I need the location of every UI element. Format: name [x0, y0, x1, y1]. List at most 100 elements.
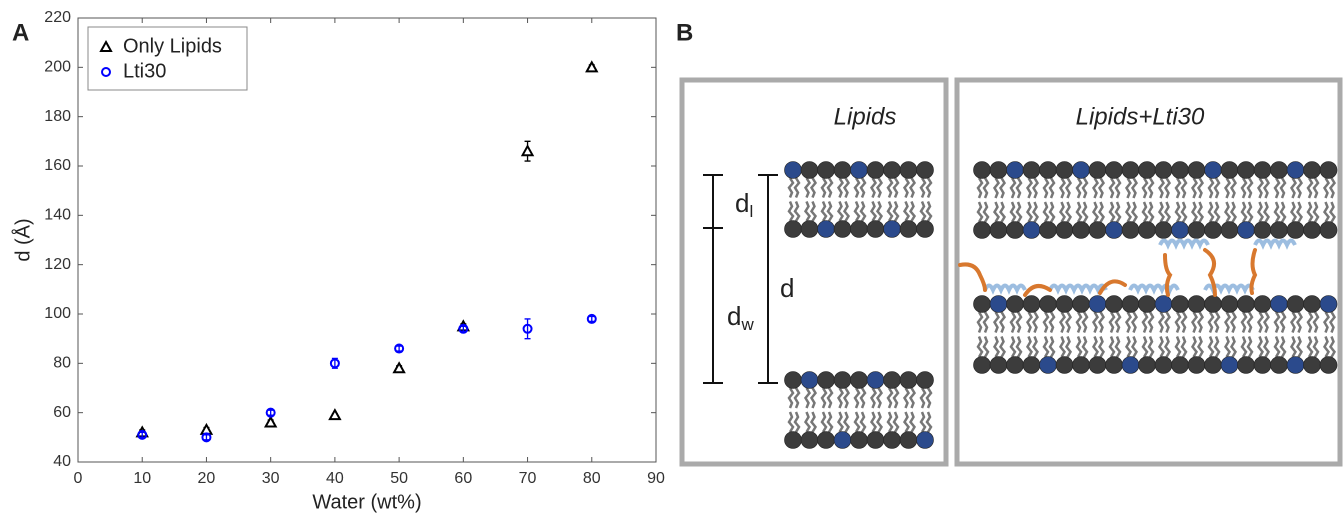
lipid-tail	[902, 387, 911, 409]
lipid-tail	[1273, 177, 1281, 199]
lipid-tail	[1213, 177, 1221, 199]
lipid-tail	[886, 201, 894, 222]
lipid-tail	[1114, 336, 1122, 358]
lipid-tail	[1075, 311, 1083, 333]
lipid-tail	[1031, 336, 1040, 358]
x-tick-label: 30	[262, 470, 280, 487]
lipid-head	[1220, 221, 1239, 239]
lipid-tail	[892, 387, 900, 409]
lipid-tail	[1256, 311, 1265, 333]
lipid-tail	[1306, 336, 1314, 358]
lipid-tail	[925, 387, 933, 409]
lipid-head	[1220, 161, 1239, 179]
lipid-tail	[820, 201, 828, 222]
x-tick-label: 40	[326, 470, 344, 487]
lipid-tail	[875, 177, 884, 198]
lipid-tail	[1108, 311, 1116, 333]
lipid-head	[916, 371, 934, 389]
lipid-tail	[998, 311, 1007, 333]
lipid-tail	[1262, 201, 1271, 223]
lipid-tail	[869, 177, 878, 198]
lipid-tail	[1256, 201, 1265, 223]
lipid-tail	[1015, 177, 1023, 199]
lipid-tail	[902, 177, 911, 198]
lipid-tail	[787, 177, 795, 198]
lipid-tail	[1025, 201, 1034, 223]
legend-label: Lti30	[123, 60, 166, 82]
lipid-tail	[842, 387, 851, 409]
lipid-tail	[1190, 311, 1199, 333]
lipid-head	[1154, 161, 1173, 179]
lipid-head	[1286, 161, 1305, 179]
lipid-tail	[1180, 311, 1188, 333]
lipid-head	[1319, 221, 1338, 239]
lipid-head	[899, 431, 918, 449]
lipid-tail	[982, 336, 990, 358]
lipid-head	[916, 431, 934, 449]
lipid-head	[1270, 295, 1288, 313]
lipid-tail	[1306, 177, 1314, 199]
lipid-head	[1088, 356, 1107, 374]
lipid-tail	[1262, 177, 1271, 199]
marker	[522, 323, 533, 334]
y-tick-label: 40	[53, 453, 71, 470]
y-tick-label: 220	[44, 9, 71, 26]
lipid-tail	[1174, 177, 1182, 199]
error-bar	[524, 318, 531, 340]
lipid-tail	[1141, 336, 1149, 358]
lipid-head	[1105, 356, 1123, 374]
lipid-tail	[803, 201, 812, 222]
lipid-head	[1072, 295, 1090, 313]
lipid-tail	[1256, 177, 1265, 199]
lipid-tail	[1147, 311, 1155, 333]
lipid-tail	[908, 201, 917, 222]
marker	[520, 144, 535, 157]
marker	[265, 407, 276, 418]
lipid-tail	[842, 201, 851, 222]
lipid-tail	[875, 387, 884, 409]
lipid-tail	[1240, 311, 1248, 333]
y-tick-label: 60	[53, 404, 71, 421]
lipid-tail	[1130, 177, 1139, 199]
x-tick-label: 10	[133, 470, 151, 487]
lipid-tail	[1246, 336, 1254, 358]
lipid-tail	[925, 177, 933, 198]
lipid-head	[784, 220, 802, 238]
error-bar	[267, 409, 274, 416]
lipid-tail	[1328, 201, 1337, 223]
plot-frame	[77, 17, 657, 463]
lipid-head	[1055, 295, 1074, 313]
lipid-head	[1039, 295, 1057, 313]
lipid-head	[1237, 295, 1255, 313]
lipid-tail	[1328, 177, 1337, 199]
lipid-tail	[1312, 201, 1320, 223]
lipid-tail	[925, 411, 933, 433]
lipid-tail	[908, 387, 917, 409]
lipid-head	[1022, 221, 1041, 239]
lipid-tail	[1256, 336, 1265, 358]
lipid-tail	[787, 411, 795, 433]
lipid-tail	[1322, 336, 1331, 358]
x-tick-label: 80	[583, 470, 601, 487]
lipid-tail	[820, 411, 828, 433]
lipid-tail	[1058, 201, 1067, 223]
lipid-tail	[1114, 201, 1122, 223]
lipid-tail	[908, 177, 917, 198]
lipid-tail	[1075, 177, 1083, 199]
lipid-tail	[859, 387, 867, 409]
lipid-tail	[1180, 201, 1188, 223]
lipid-head	[1187, 295, 1206, 313]
lipid-head	[1187, 221, 1206, 239]
lipid-head	[850, 161, 868, 179]
lipid-head	[1088, 221, 1107, 239]
marker	[137, 429, 148, 440]
lipid-head	[1253, 295, 1272, 313]
lipid-head	[1121, 161, 1140, 179]
lipid-head	[1006, 221, 1024, 239]
lipid-head	[1006, 295, 1024, 313]
lipid-head	[883, 220, 901, 238]
lipid-head	[1319, 161, 1338, 179]
lipid-head	[1039, 161, 1057, 179]
lipid-tail	[1147, 336, 1155, 358]
